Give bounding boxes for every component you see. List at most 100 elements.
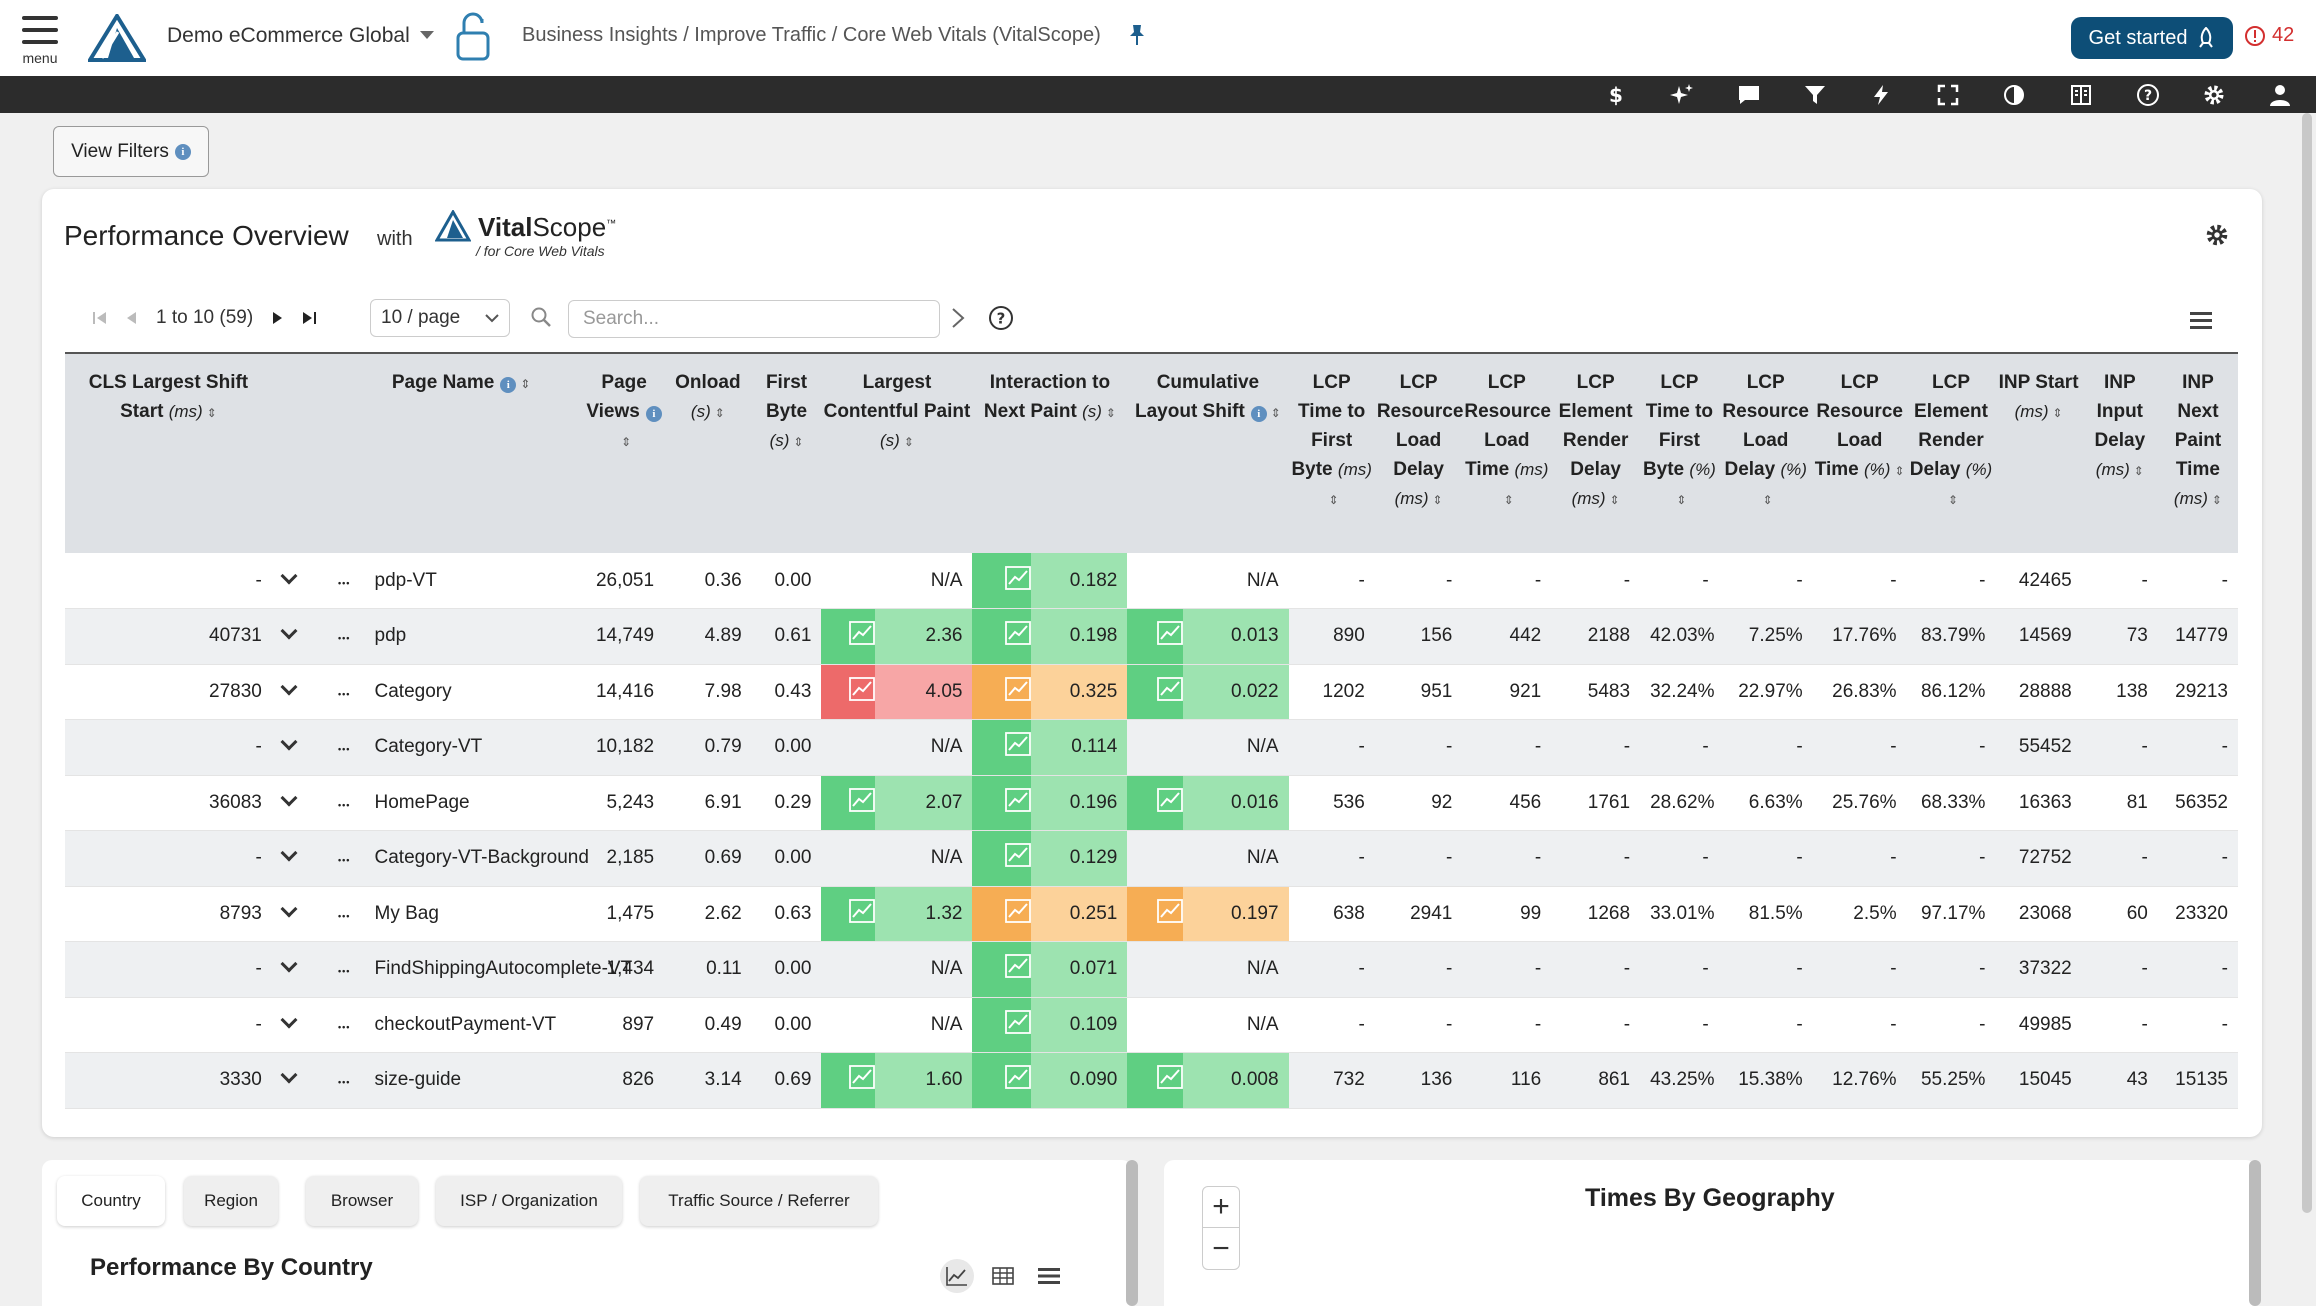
sort-icon[interactable]: ⇕ (1894, 464, 1905, 478)
cls-value-trend-cell[interactable] (1127, 886, 1184, 942)
more-cell[interactable]: ••• (323, 608, 365, 665)
column-header[interactable]: LCP Time to First Byte (ms) ⇕ (1288, 352, 1375, 553)
book-icon[interactable] (2067, 81, 2095, 109)
sort-icon[interactable]: ⇕ (621, 435, 632, 449)
trend-chart-icon[interactable] (1004, 1065, 1031, 1090)
breadcrumb[interactable]: Business Insights / Improve Traffic / Co… (522, 24, 1101, 46)
page-name-cell[interactable]: Category-VT (364, 719, 585, 776)
table-row[interactable]: - ••• checkoutPayment-VT 897 0.49 0.00 N/A 0.10… (65, 997, 2238, 1053)
search-input[interactable]: Search... (568, 300, 940, 338)
user-icon[interactable] (2266, 81, 2294, 109)
more-options-icon[interactable]: ••• (337, 855, 351, 866)
chevron-down-icon[interactable] (280, 900, 298, 918)
column-header[interactable]: Page Name i ⇕ (271, 352, 585, 553)
inp-trend-cell[interactable] (972, 664, 1031, 720)
trend-chart-icon[interactable] (1004, 565, 1031, 590)
sort-icon[interactable]: ⇕ (1762, 493, 1773, 507)
inp-trend-cell[interactable] (972, 1052, 1031, 1109)
cls-value-trend-cell[interactable] (1127, 664, 1184, 720)
info-icon[interactable]: i (500, 377, 517, 393)
table-row[interactable]: - ••• Category-VT 10,182 0.79 0.00 N/A 0.114 N/A… (65, 719, 2238, 776)
search-help-icon[interactable]: ? (988, 305, 1014, 331)
column-header[interactable]: LCP Resource Load Time (%) ⇕ (1812, 352, 1907, 553)
trend-chart-icon[interactable] (1004, 843, 1031, 868)
chevron-down-icon[interactable] (280, 567, 298, 584)
menu-button[interactable]: menu (18, 12, 62, 68)
sort-icon[interactable]: ⇕ (1609, 493, 1620, 507)
last-page-icon[interactable] (293, 302, 325, 334)
lcp-trend-cell[interactable] (821, 886, 875, 942)
list-menu-icon[interactable] (1032, 1259, 1066, 1293)
expand-cell[interactable] (271, 886, 324, 942)
sort-icon[interactable]: ⇕ (2211, 493, 2222, 507)
trend-chart-icon[interactable] (1004, 898, 1031, 923)
trend-chart-icon[interactable] (1004, 787, 1031, 812)
page-name-cell[interactable]: Category (364, 664, 585, 720)
page-name-cell[interactable]: Category-VT-Background (364, 830, 589, 887)
table-row[interactable]: - ••• pdp-VT 26,051 0.36 0.00 N/A 0.182 N/A - - - - -… (65, 553, 2238, 609)
zoom-in-button[interactable]: + (1203, 1187, 1239, 1228)
trend-chart-icon[interactable] (848, 787, 875, 812)
page-name-cell[interactable]: My Bag (364, 886, 585, 942)
table-row[interactable]: 3330 ••• size-guide 826 3.14 0.69 1.60 0.090 0.0… (65, 1052, 2238, 1109)
more-options-icon[interactable]: ••• (337, 1021, 351, 1032)
chevron-down-icon[interactable] (280, 1011, 298, 1029)
left-panel-scrollbar[interactable] (1126, 1160, 1138, 1306)
trend-chart-icon[interactable] (1157, 787, 1184, 812)
lcp-trend-cell[interactable] (821, 775, 875, 831)
sort-icon[interactable]: ⇕ (1328, 493, 1339, 507)
lcp-trend-cell[interactable] (821, 664, 875, 720)
contrast-icon[interactable] (2000, 81, 2028, 109)
sort-icon[interactable]: ⇕ (1503, 493, 1514, 507)
expand-cell[interactable] (271, 608, 324, 665)
page-name-cell[interactable]: FindShippingAutocomplete-VT (364, 941, 632, 998)
next-page-icon[interactable] (261, 302, 293, 334)
chevron-down-icon[interactable] (280, 622, 298, 640)
more-options-icon[interactable]: ••• (337, 688, 351, 699)
chevron-down-icon[interactable] (280, 1066, 298, 1084)
chevron-down-icon[interactable] (280, 844, 298, 862)
more-options-icon[interactable]: ••• (337, 577, 351, 588)
page-name-cell[interactable]: pdp-VT (364, 553, 585, 609)
expand-cell[interactable] (271, 553, 324, 609)
cls-value-trend-cell[interactable] (1127, 1052, 1184, 1109)
gear-icon[interactable] (2200, 81, 2228, 109)
trend-chart-icon[interactable] (1004, 676, 1031, 701)
table-row[interactable]: 40731 ••• pdp 14,749 4.89 0.61 2.36 0.198 0.013 8… (65, 608, 2238, 665)
trend-chart-icon[interactable] (1004, 621, 1031, 646)
table-row[interactable]: 27830 ••• Category 14,416 7.98 0.43 4.05 0.325 0… (65, 664, 2238, 720)
app-logo[interactable] (88, 14, 146, 62)
trend-chart-icon[interactable] (1157, 898, 1184, 923)
sort-icon[interactable]: ⇕ (714, 406, 725, 420)
sparkle-icon[interactable] (1668, 81, 1696, 109)
more-cell[interactable]: ••• (323, 1052, 365, 1109)
search-submit-icon[interactable] (951, 307, 965, 329)
expand-cell[interactable] (271, 719, 324, 776)
page-scrollbar[interactable] (2302, 113, 2312, 1213)
panel-settings-gear-icon[interactable] (2204, 222, 2230, 248)
sort-icon[interactable]: ⇕ (1676, 493, 1687, 507)
column-header[interactable]: LCP Resource Load Delay (%) ⇕ (1718, 352, 1813, 553)
trend-chart-icon[interactable] (848, 898, 875, 923)
column-header[interactable]: Largest Contentful Paint (s) ⇕ (821, 352, 973, 553)
more-cell[interactable]: ••• (323, 997, 365, 1053)
column-header[interactable]: LCP Element Render Delay (%) ⇕ (1906, 352, 1996, 553)
more-cell[interactable]: ••• (323, 719, 365, 776)
prev-page-icon[interactable] (116, 302, 148, 334)
sort-icon[interactable]: ⇕ (2133, 464, 2144, 478)
trend-chart-icon[interactable] (1004, 1009, 1031, 1034)
trend-chart-icon[interactable] (848, 621, 875, 646)
column-header[interactable]: LCP Resource Load Time (ms)⇕ (1462, 352, 1552, 553)
column-header[interactable]: First Byte (s) ⇕ (751, 352, 822, 553)
more-options-icon[interactable]: ••• (337, 966, 351, 977)
expand-cell[interactable] (271, 775, 324, 831)
page-name-cell[interactable]: size-guide (364, 1052, 585, 1109)
dollar-icon[interactable]: $ (1602, 81, 1630, 109)
sort-icon[interactable]: ⇕ (1270, 406, 1281, 420)
line-chart-icon[interactable] (940, 1259, 974, 1293)
column-header[interactable]: LCP Resource Load Delay (ms) ⇕ (1374, 352, 1463, 553)
more-options-icon[interactable]: ••• (337, 633, 351, 644)
first-page-icon[interactable] (84, 302, 116, 334)
per-page-select[interactable]: 10 / page (370, 299, 510, 337)
help-icon[interactable]: ? (2134, 81, 2162, 109)
